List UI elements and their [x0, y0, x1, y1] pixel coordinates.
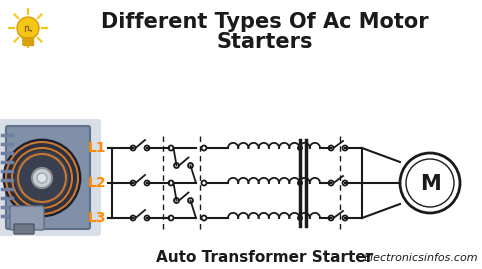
Circle shape — [297, 215, 303, 221]
Circle shape — [297, 180, 303, 186]
Circle shape — [32, 168, 52, 188]
FancyBboxPatch shape — [14, 224, 34, 234]
FancyBboxPatch shape — [6, 126, 90, 229]
Text: L3: L3 — [88, 211, 106, 225]
Text: Electronicsinfos.com: Electronicsinfos.com — [363, 253, 478, 263]
Text: Starters: Starters — [217, 32, 313, 52]
Polygon shape — [18, 33, 38, 41]
FancyBboxPatch shape — [23, 38, 33, 45]
Circle shape — [37, 173, 47, 183]
Circle shape — [297, 145, 303, 151]
Circle shape — [17, 17, 39, 39]
Text: L1: L1 — [87, 141, 106, 155]
Text: L2: L2 — [87, 176, 106, 190]
Circle shape — [14, 150, 70, 206]
Text: Different Types Of Ac Motor: Different Types Of Ac Motor — [101, 12, 429, 32]
Text: M: M — [420, 174, 441, 194]
Text: Auto Transformer Starter: Auto Transformer Starter — [156, 250, 374, 264]
FancyBboxPatch shape — [10, 206, 44, 230]
FancyBboxPatch shape — [0, 119, 101, 236]
Circle shape — [4, 140, 80, 216]
